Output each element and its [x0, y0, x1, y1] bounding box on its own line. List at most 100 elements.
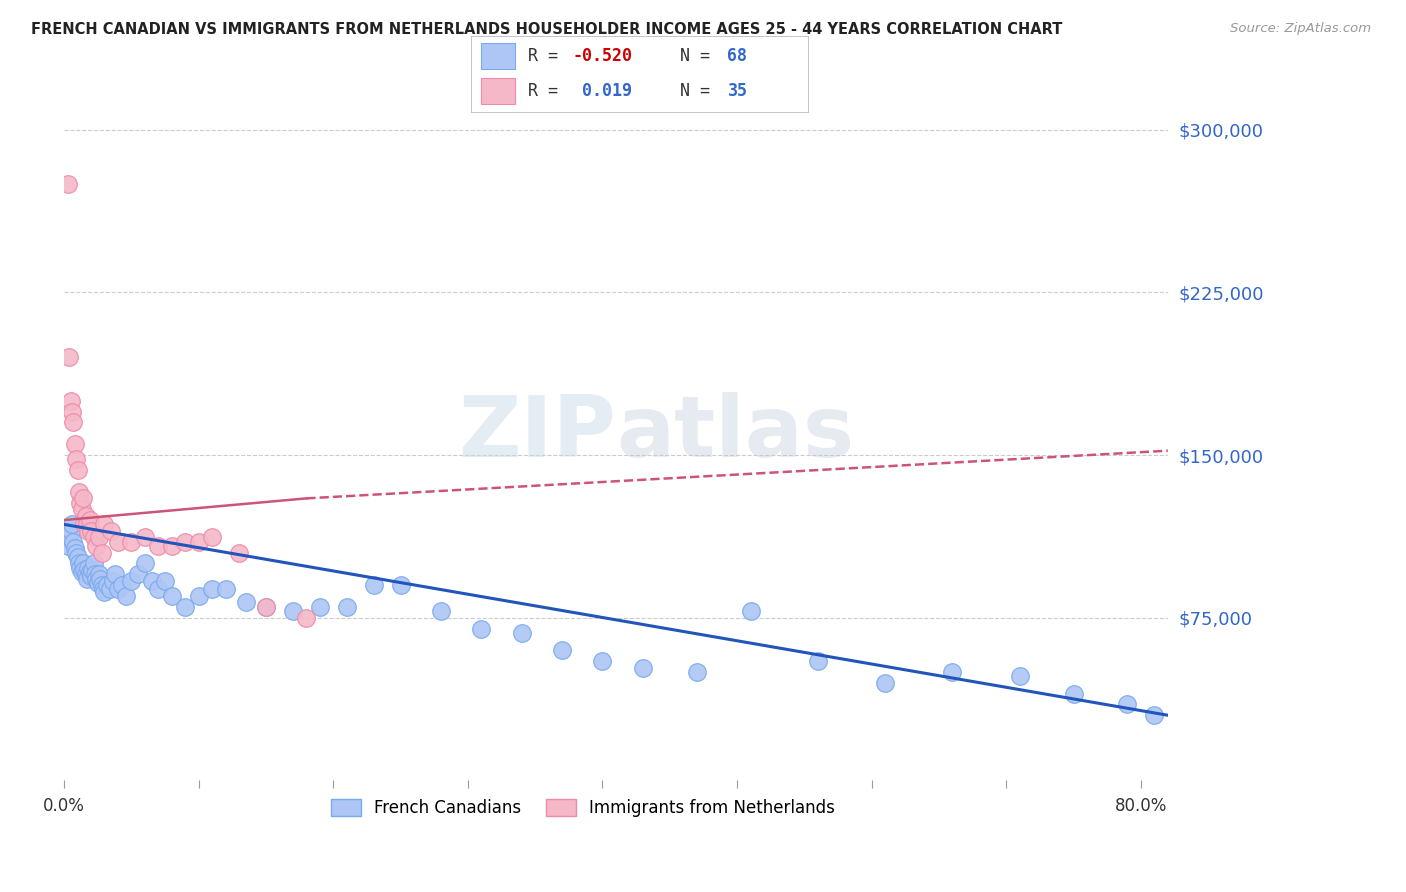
Point: [72, 557, 94, 571]
Point: [93, 517, 115, 532]
Point: [69, 561, 91, 575]
FancyBboxPatch shape: [481, 44, 515, 69]
Point: [295, 610, 318, 624]
Text: -0.520: -0.520: [572, 47, 633, 65]
Point: [96, 578, 118, 592]
Point: [1063, 687, 1085, 701]
Point: [100, 524, 122, 538]
Point: [160, 589, 183, 603]
Text: N =: N =: [681, 47, 720, 65]
Point: [281, 604, 304, 618]
Point: [89, 572, 111, 586]
Text: N =: N =: [681, 82, 720, 100]
Point: [740, 604, 762, 618]
Point: [430, 604, 453, 618]
Point: [66, 463, 89, 477]
Point: [336, 599, 359, 614]
Point: [107, 582, 129, 597]
Point: [107, 534, 129, 549]
Point: [63, 541, 86, 556]
Point: [201, 530, 224, 544]
FancyBboxPatch shape: [481, 78, 515, 104]
Point: [148, 539, 170, 553]
Point: [56, 177, 79, 191]
Point: [79, 565, 101, 579]
Point: [120, 534, 142, 549]
Text: R =: R =: [529, 47, 568, 65]
Point: [58, 351, 80, 365]
Point: [73, 563, 96, 577]
Point: [67, 484, 90, 499]
Point: [76, 517, 98, 532]
Point: [187, 589, 209, 603]
Point: [631, 660, 654, 674]
Point: [84, 567, 107, 582]
Point: [104, 567, 127, 582]
Text: ZIP: ZIP: [458, 392, 616, 475]
Point: [86, 539, 108, 553]
Point: [174, 599, 197, 614]
Point: [115, 589, 138, 603]
Text: R =: R =: [529, 82, 568, 100]
Text: 35: 35: [727, 82, 748, 100]
Point: [69, 496, 91, 510]
Point: [66, 549, 89, 564]
Point: [65, 546, 87, 560]
Point: [60, 404, 83, 418]
Point: [101, 574, 124, 588]
Point: [141, 574, 163, 588]
Point: [70, 502, 93, 516]
Point: [551, 643, 574, 657]
Point: [87, 567, 110, 582]
Point: [91, 582, 114, 597]
Point: [82, 563, 104, 577]
Point: [65, 452, 87, 467]
Point: [63, 437, 86, 451]
Point: [389, 578, 412, 592]
Point: [134, 557, 156, 571]
Point: [59, 524, 82, 538]
Point: [73, 517, 96, 532]
Point: [134, 530, 156, 544]
Point: [807, 654, 830, 668]
Point: [77, 524, 100, 538]
Point: [60, 517, 83, 532]
Point: [592, 654, 614, 668]
Point: [59, 393, 82, 408]
Point: [235, 595, 257, 609]
Text: 68: 68: [727, 47, 748, 65]
Point: [187, 534, 209, 549]
Point: [75, 508, 97, 523]
Point: [76, 572, 98, 586]
Point: [90, 578, 112, 592]
Point: [254, 599, 277, 614]
Point: [86, 572, 108, 586]
Point: [77, 561, 100, 575]
Point: [214, 582, 236, 597]
Point: [1143, 708, 1166, 723]
Text: atlas: atlas: [616, 392, 855, 475]
Point: [93, 584, 115, 599]
Point: [58, 530, 80, 544]
Point: [201, 582, 224, 597]
Point: [90, 546, 112, 560]
Text: Source: ZipAtlas.com: Source: ZipAtlas.com: [1230, 22, 1371, 36]
Point: [80, 524, 103, 538]
Point: [79, 513, 101, 527]
Legend: French Canadians, Immigrants from Netherlands: French Canadians, Immigrants from Nether…: [323, 792, 842, 824]
Point: [686, 665, 709, 679]
Point: [470, 622, 492, 636]
Point: [72, 491, 94, 506]
Point: [83, 557, 105, 571]
Point: [875, 675, 897, 690]
Point: [148, 582, 170, 597]
Point: [1008, 669, 1031, 683]
Point: [254, 599, 277, 614]
Point: [75, 567, 97, 582]
Point: [111, 578, 134, 592]
Point: [62, 534, 84, 549]
Point: [127, 567, 149, 582]
Point: [70, 565, 93, 579]
Point: [153, 574, 176, 588]
Point: [308, 599, 330, 614]
